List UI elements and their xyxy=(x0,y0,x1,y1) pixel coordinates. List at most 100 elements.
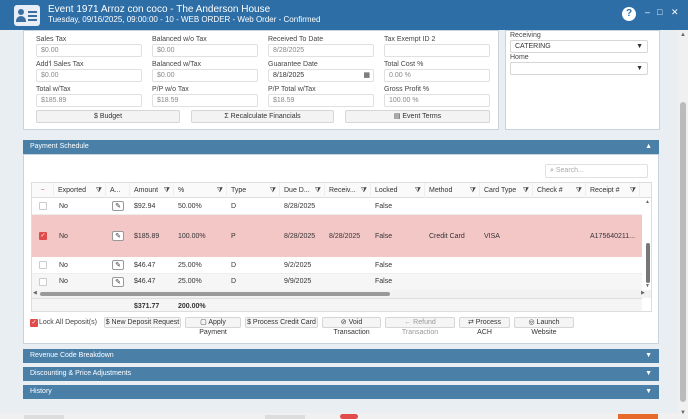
row-checkbox-checked[interactable]: ✓ xyxy=(39,232,47,240)
due-date-cell: 8/28/2025 xyxy=(284,233,316,240)
select-all-toggle[interactable]: − xyxy=(32,183,54,198)
col-locked[interactable]: Locked ⧩ xyxy=(371,183,425,198)
home-select[interactable]: ▼ xyxy=(510,62,648,75)
filter-icon: ⧩ xyxy=(163,187,170,194)
table-row[interactable]: No ✎ $46.47 25.00% D 9/9/2025 False xyxy=(32,274,642,290)
total-cost-pct-field[interactable]: 0.00 % xyxy=(384,69,490,82)
col-method[interactable]: Method ⧩ xyxy=(425,183,480,198)
app-icon xyxy=(14,5,40,26)
balanced-wo-tax-field[interactable]: $0.00 xyxy=(152,44,258,57)
filter-icon: ⧩ xyxy=(360,187,367,194)
col-exported[interactable]: Exported ⧩ xyxy=(54,183,106,198)
col-card-type[interactable]: Card Type ⧩ xyxy=(480,183,533,198)
balanced-w-tax-field[interactable]: $0.00 xyxy=(152,69,258,82)
event-terms-button[interactable]: ▤ Event Terms xyxy=(345,110,490,123)
table-row-selected[interactable]: ✓ No ✎ $185.89 100.00% P 8/28/2025 8/28/… xyxy=(32,215,642,257)
filter-icon: ⧩ xyxy=(522,187,529,194)
col-type[interactable]: Type ⧩ xyxy=(227,183,280,198)
bottom-toolbar xyxy=(0,413,678,419)
section-title: Revenue Code Breakdown xyxy=(30,352,114,359)
new-deposit-request-button[interactable]: $ New Deposit Request xyxy=(104,317,181,328)
total-cost-pct-label: Total Cost % xyxy=(384,61,424,68)
sales-tax-label: Sales Tax xyxy=(36,36,67,43)
filter-icon: ⧩ xyxy=(216,187,223,194)
tax-exempt-id2-field[interactable] xyxy=(384,44,490,57)
maximize-button[interactable]: □ xyxy=(657,7,663,17)
table-row[interactable]: No ✎ $92.94 50.00% D 8/28/2025 False xyxy=(32,198,642,215)
pp-wo-tax-label: P/P w/o Tax xyxy=(152,86,189,93)
void-transaction-button[interactable]: ⊘ Void Transaction xyxy=(322,317,381,336)
table-row[interactable]: No ✎ $46.47 25.00% D 9/2/2025 False xyxy=(32,257,642,274)
discounting-price-adjustments-header[interactable]: Discounting & Price Adjustments ▼ xyxy=(23,367,659,381)
received-cell: 8/28/2025 xyxy=(329,233,361,240)
row-checkbox[interactable] xyxy=(39,261,47,269)
type-cell: P xyxy=(231,233,236,240)
page-scrollbar[interactable]: ▲ ▼ xyxy=(678,30,688,419)
minimize-button[interactable]: – xyxy=(645,7,651,17)
process-credit-card-button[interactable]: $ Process Credit Card xyxy=(245,317,318,328)
percent-cell: 100.00% xyxy=(178,233,206,240)
window-subtitle: Tuesday, 09/16/2025, 09:00:00 - 10 - WEB… xyxy=(48,15,321,24)
window-title: Event 1971 Arroz con coco - The Anderson… xyxy=(48,4,271,15)
globe-icon: ◎ xyxy=(528,319,537,326)
revenue-code-breakdown-header[interactable]: Revenue Code Breakdown ▼ xyxy=(23,349,659,363)
col-received[interactable]: Receiv... ⧩ xyxy=(325,183,371,198)
col-amount[interactable]: Amount ⧩ xyxy=(130,183,174,198)
totals-row: $371.77 200.00% xyxy=(32,298,642,311)
ach-icon: ⇄ xyxy=(467,319,476,326)
pp-wo-tax-field[interactable]: $18.59 xyxy=(152,94,258,107)
gross-profit-pct-field[interactable]: 100.00 % xyxy=(384,94,490,107)
history-header[interactable]: History ▼ xyxy=(23,385,659,399)
filter-icon: ⧩ xyxy=(95,187,102,194)
col-receipt[interactable]: Receipt # ⧩ xyxy=(586,183,640,198)
financials-panel: Sales Tax $0.00 Balanced w/o Tax $0.00 R… xyxy=(23,30,499,130)
type-cell: D xyxy=(231,278,237,285)
close-button[interactable]: ✕ xyxy=(671,7,679,17)
grid-vertical-scrollbar[interactable]: ▲ ▼ xyxy=(645,199,650,289)
title-bar: Event 1971 Arroz con coco - The Anderson… xyxy=(0,0,688,30)
pencil-icon[interactable]: ✎ xyxy=(112,277,124,287)
search-input[interactable]: ⌕ Search... xyxy=(545,164,648,178)
dropdown-arrow-icon: ▼ xyxy=(636,43,643,50)
chevron-down-icon: ▼ xyxy=(645,388,652,395)
total-w-tax-field[interactable]: $185.89 xyxy=(36,94,142,107)
payment-grid: − Exported ⧩ A... Amount ⧩ % ⧩ Type ⧩ Due D.… xyxy=(31,182,652,312)
row-checkbox[interactable] xyxy=(39,278,47,286)
home-label: Home xyxy=(510,54,529,61)
pencil-icon[interactable]: ✎ xyxy=(112,260,124,270)
locked-cell: False xyxy=(375,203,393,210)
calendar-icon[interactable]: ▦ xyxy=(363,72,370,79)
col-due-date[interactable]: Due D... ⧩ xyxy=(280,183,325,198)
chevron-down-icon: ▼ xyxy=(645,352,652,359)
col-check[interactable]: Check # ⧩ xyxy=(533,183,586,198)
payment-schedule-header[interactable]: Payment Schedule ▲ xyxy=(23,140,659,154)
refund-transaction-button[interactable]: ← Refund Transaction xyxy=(385,317,455,336)
addl-sales-tax-field[interactable]: $0.00 xyxy=(36,69,142,82)
budget-button[interactable]: $ Budget xyxy=(36,110,180,123)
due-date-cell: 9/9/2025 xyxy=(284,278,312,285)
guarantee-date-field[interactable]: 8/18/2025 ▦ xyxy=(268,69,374,82)
received-to-date-field[interactable]: 8/28/2025 xyxy=(268,44,374,57)
due-date-cell: 8/28/2025 xyxy=(284,203,316,210)
lock-all-checkbox[interactable]: ✓ xyxy=(30,319,38,327)
help-icon[interactable]: ? xyxy=(622,7,636,21)
apply-payment-button[interactable]: ▢ Apply Payment xyxy=(185,317,241,336)
locked-cell: False xyxy=(375,278,393,285)
sales-tax-field[interactable]: $0.00 xyxy=(36,44,142,57)
pencil-icon[interactable]: ✎ xyxy=(112,201,124,211)
col-percent[interactable]: % ⧩ xyxy=(174,183,227,198)
receiving-select[interactable]: CATERING ▼ xyxy=(510,40,648,53)
recalculate-financials-button[interactable]: Σ Recalculate Financials xyxy=(191,110,334,123)
launch-website-button[interactable]: ◎ Launch Website xyxy=(514,317,574,336)
pencil-icon[interactable]: ✎ xyxy=(112,231,124,241)
amount-cell: $92.94 xyxy=(134,203,156,210)
grid-horizontal-scrollbar[interactable]: ◀ ▶ xyxy=(32,290,651,298)
search-icon: ⌕ xyxy=(550,167,556,174)
process-ach-button[interactable]: ⇄ Process ACH xyxy=(459,317,510,336)
pp-total-w-tax-field[interactable]: $18.59 xyxy=(268,94,374,107)
row-checkbox[interactable] xyxy=(39,202,47,210)
locked-cell: False xyxy=(375,233,393,240)
total-percent: 200.00% xyxy=(178,303,206,310)
col-actions[interactable]: A... xyxy=(106,183,130,198)
exported-cell: No xyxy=(59,278,68,285)
